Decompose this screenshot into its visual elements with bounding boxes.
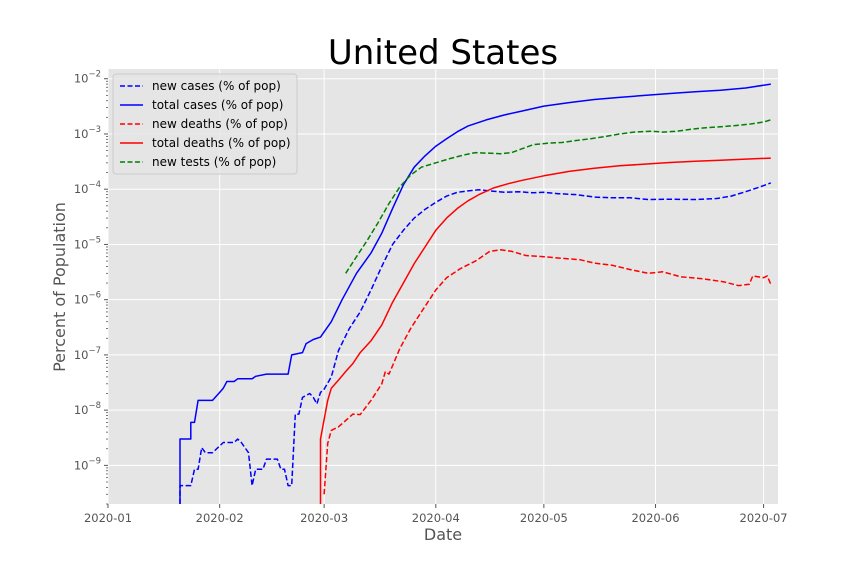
y-tick-label: 10−4 [74,180,101,196]
y-axis-label: Percent of Population [50,202,69,372]
y-tick-label: 10−6 [74,291,101,307]
legend-label: new deaths (% of pop) [152,117,288,131]
series-line-total-deaths [319,157,771,504]
x-tick-label: 2020-03 [300,511,348,525]
x-axis-ticks: 2020-01 2020-02 2020-03 2020-04 2020-05 2020-… [84,504,788,525]
legend: new cases (% of pop) total cases (% of po… [112,73,298,175]
legend-label: total deaths (% of pop) [152,136,291,150]
y-tick-label: 10−9 [74,456,101,472]
y-tick-label: 10−7 [74,346,101,362]
x-tick-label: 2020-04 [412,511,460,525]
x-axis-label: Date [424,525,462,544]
y-tick-label: 10−8 [74,401,101,417]
y-tick-label: 10−2 [74,70,101,86]
chart-title: United States [328,33,558,73]
x-tick-label: 2020-05 [520,511,568,525]
series-line-total-cases [179,83,771,504]
x-tick-label: 2020-01 [84,511,132,525]
x-tick-label: 2020-06 [631,511,679,525]
y-tick-label: 10−3 [74,125,101,141]
series-line-new-deaths [323,249,772,495]
series-line-new-tests [345,119,772,274]
y-tick-label: 10−5 [74,235,101,251]
legend-label: total cases (% of pop) [152,98,283,112]
legend-label: new cases (% of pop) [152,79,281,93]
gridlines [107,69,778,504]
series-layer [179,83,772,504]
x-tick-label: 2020-02 [196,511,244,525]
legend-box [112,73,298,175]
legend-label: new tests (% of pop) [152,155,276,169]
x-tick-label: 2020-07 [740,511,788,525]
y-axis-ticks: 10−9 10−8 10−7 10−6 10−5 10−4 10−3 10−2 [74,70,108,505]
series-line-new-cases [179,182,772,504]
